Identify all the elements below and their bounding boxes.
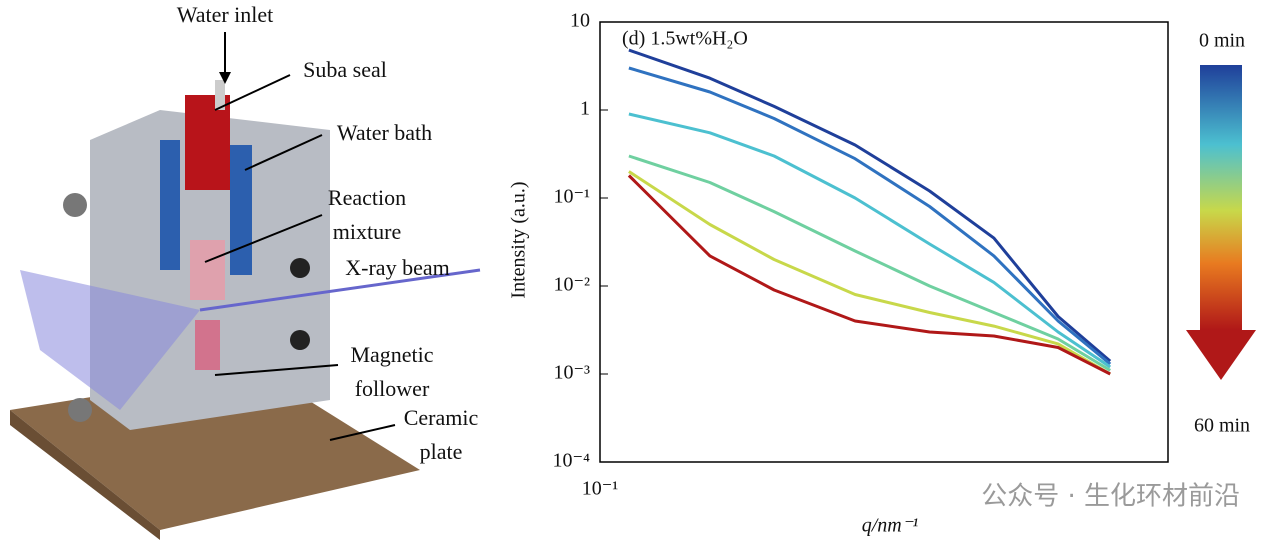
x-axis-title: q/nm⁻¹ [862,515,919,537]
colorbar-top-label: 0 min [1199,30,1245,52]
colorbar-bottom-label: 60 min [1194,415,1250,437]
y-tick-label: 1 [580,98,590,120]
watermark: 公众号 · 生化环材前沿 [981,482,1240,512]
series-line [627,174,1111,376]
plot-frame [599,21,1169,463]
colorbar-arrow [1186,330,1256,380]
label-ceramic-plate: Ceramic plate [403,405,479,464]
series-line [628,154,1111,372]
label-reaction-mixture: Reaction mixture [327,185,407,244]
series-line [628,48,1112,363]
y-tick-label: 10⁻⁴ [552,450,590,472]
label-suba-seal: Suba seal [303,57,387,82]
x-tick-label: 10⁻¹ [582,478,619,500]
y-tick-label: 10⁻³ [553,362,590,384]
label-magnetic-follower: Magnetic follower [350,342,434,401]
label-water-inlet: Water inlet [176,2,274,27]
y-tick-label: 10⁻¹ [553,186,590,208]
y-tick-label: 10⁻² [553,274,590,296]
series-line [628,112,1112,369]
apparatus [10,32,481,540]
series-line [628,170,1111,376]
series-line [628,66,1112,366]
colorbar [1200,65,1242,330]
panel-label: (d) 1.5wt%H₂O [622,28,748,50]
chart: 10 1 10⁻¹ 10⁻² 10⁻³ 10⁻⁴ 10⁻¹ [552,10,1112,500]
label-water-bath: Water bath [336,120,433,145]
y-tick-label: 10 [570,10,590,32]
label-x-ray-beam: X-ray beam [345,255,450,280]
y-axis-title: Intensity (a.u.) [508,181,530,298]
